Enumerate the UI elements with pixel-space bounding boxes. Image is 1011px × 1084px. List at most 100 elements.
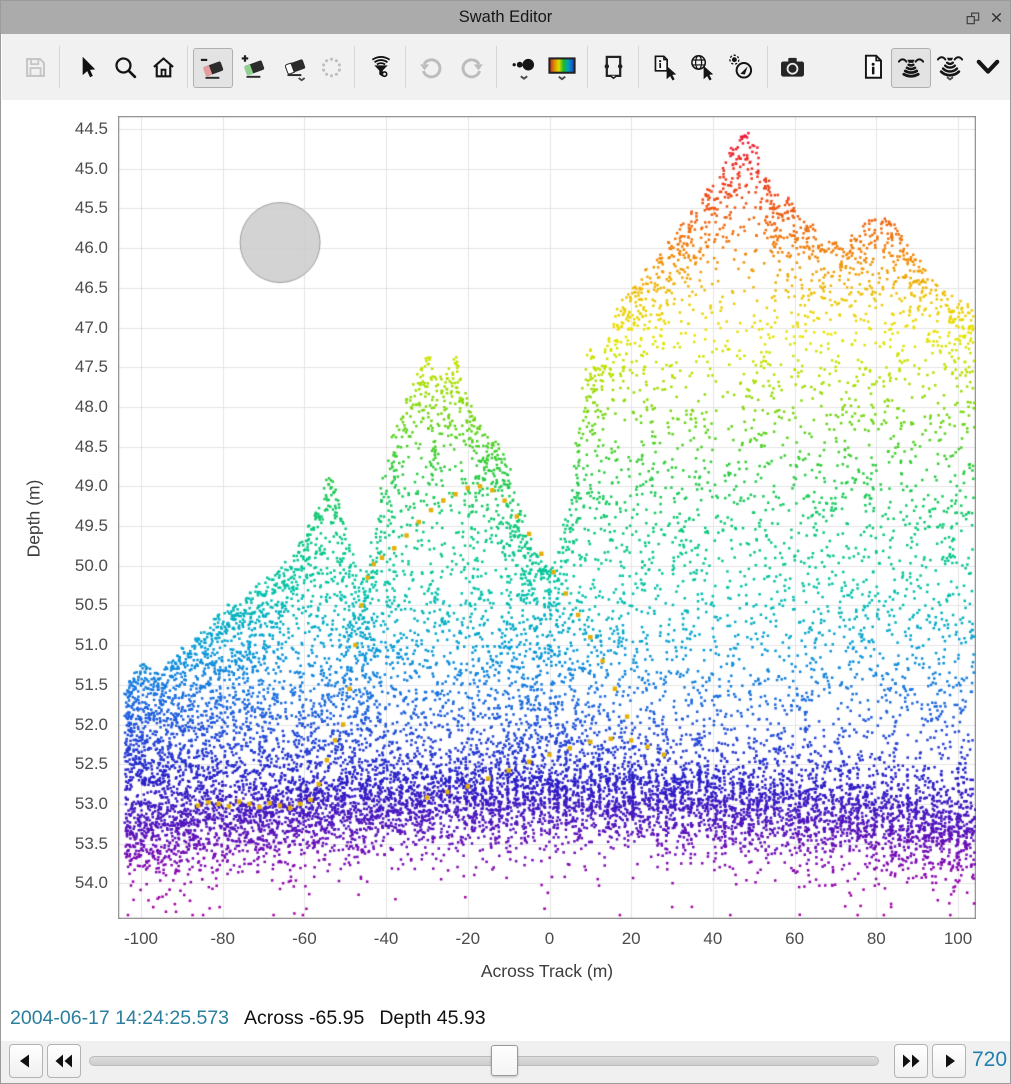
x-tick-label: -80 [210, 929, 235, 948]
y-tick-label: 50.5 [74, 595, 108, 615]
x-tick-label: 100 [943, 929, 973, 948]
colormap-button[interactable] [543, 48, 581, 86]
toolbar [2, 34, 1010, 100]
x-tick-label: -60 [292, 929, 317, 948]
point-size-icon [512, 58, 535, 80]
step-forward-button[interactable] [932, 1044, 966, 1078]
y-tick-label: 53.0 [74, 793, 108, 813]
cursor-across-readout: Across -65.95 [244, 1006, 365, 1029]
y-tick-label: 46.0 [74, 238, 108, 258]
select-cursor-button[interactable] [68, 48, 106, 86]
save-icon [25, 57, 45, 77]
ping-slider [89, 1044, 879, 1078]
x-tick-label: 80 [866, 929, 886, 948]
save-button[interactable] [16, 48, 54, 86]
step-back-button[interactable] [9, 1044, 43, 1078]
y-tick-label: 49.5 [74, 516, 108, 535]
y-tick-label: 48.0 [74, 396, 108, 416]
subset-rect-icon [604, 55, 622, 79]
x-tick-label: 60 [785, 929, 805, 948]
y-tick-label: 49.0 [74, 476, 108, 496]
swath-filter-button[interactable] [362, 48, 400, 86]
y-tick-label: 45.0 [74, 158, 108, 178]
cursor-depth-readout: Depth 45.93 [379, 1006, 486, 1029]
x-tick-label: 20 [621, 929, 641, 948]
camera-icon [780, 57, 804, 77]
multi-swath-view-button[interactable] [931, 48, 969, 86]
y-tick-label: 52.5 [74, 754, 108, 774]
erase-plain-button[interactable] [276, 48, 314, 86]
y-tick-label: 44.5 [74, 119, 108, 138]
y-tick-label: 48.5 [74, 436, 108, 456]
step-back-icon [20, 1054, 29, 1068]
x-tick-label: -40 [373, 929, 399, 948]
window-title: Swath Editor [458, 8, 553, 26]
y-tick-label: 51.0 [74, 635, 108, 655]
status-bar: 2004-06-17 14:24:25.573 Across -65.95 De… [10, 1002, 486, 1034]
fast-forward-icon [903, 1054, 920, 1068]
fast-forward-button[interactable] [894, 1044, 928, 1078]
home-icon [152, 56, 174, 77]
ping-info-button[interactable] [855, 48, 893, 86]
ping-timestamp: 2004-06-17 14:24:25.573 [10, 1006, 230, 1029]
magnifier-icon [114, 56, 136, 78]
zoom-button[interactable] [106, 48, 144, 86]
x-tick-label: 0 [544, 929, 555, 948]
x-tick-label: 40 [703, 929, 723, 948]
ping-navigation-bar: 720 [1, 1041, 1010, 1083]
dotted-circle-icon [321, 57, 341, 77]
undo-icon [420, 58, 442, 79]
y-tick-label: 54.0 [74, 873, 108, 893]
single-swath-icon [897, 58, 925, 78]
x-axis-title: Across Track (m) [480, 961, 614, 981]
plot-panel: 44.5 45.0 45.5 46.0 46.5 47.0 47.5 48.0 48.5 49.0… [2, 100, 1010, 998]
erase-reject-button[interactable] [193, 48, 233, 88]
compass-dot-icon [728, 54, 752, 79]
eraser-minus-icon [200, 58, 224, 79]
colormap-icon [548, 57, 576, 81]
eraser-plus-icon [241, 55, 265, 78]
cursor-arrow-icon [82, 56, 96, 78]
erase-accept-button[interactable] [235, 48, 273, 86]
float-window-icon[interactable] [964, 10, 980, 26]
subset-bounds-button[interactable] [594, 48, 632, 86]
home-view-button[interactable] [144, 48, 182, 86]
ping-number: 720 [972, 1048, 1008, 1071]
eraser-icon [284, 59, 306, 82]
filter-funnel-icon [371, 56, 391, 78]
y-axis-title: Depth (m) [23, 479, 44, 558]
y-tick-label: 51.5 [74, 674, 108, 694]
redo-icon [461, 58, 483, 79]
undo-button[interactable] [413, 48, 451, 86]
y-tick-label: 46.5 [74, 277, 108, 297]
y-tick-label: 47.0 [74, 317, 108, 337]
single-swath-view-button[interactable] [891, 48, 931, 88]
step-forward-icon [946, 1054, 955, 1068]
fast-back-button[interactable] [47, 1044, 81, 1078]
y-tick-label: 52.0 [74, 714, 108, 734]
fast-back-icon [55, 1054, 72, 1068]
swath-point-cloud-canvas[interactable] [118, 116, 976, 919]
x-tick-label: -100 [123, 929, 159, 948]
y-tick-label: 45.5 [74, 198, 108, 218]
locate-ping-button[interactable] [721, 48, 759, 86]
geo-pick-button[interactable] [683, 48, 721, 86]
info-document-icon [864, 54, 882, 79]
x-tick-label: -20 [455, 929, 481, 948]
brush-circle-button[interactable] [312, 48, 350, 86]
y-tick-label: 53.5 [74, 833, 108, 853]
y-tick-label: 50.0 [74, 555, 108, 575]
document-info-pointer-icon [654, 55, 676, 80]
snapshot-button[interactable] [773, 48, 811, 86]
close-icon[interactable] [988, 10, 1004, 26]
more-tools-button[interactable] [969, 48, 1007, 86]
multi-swath-icon [936, 56, 964, 81]
ping-slider-handle[interactable] [491, 1045, 518, 1076]
point-size-button[interactable] [505, 48, 543, 86]
title-bar[interactable]: Swath Editor [1, 1, 1010, 34]
redo-button[interactable] [452, 48, 490, 86]
y-tick-label: 47.5 [74, 357, 108, 377]
ping-slider-track[interactable] [89, 1056, 879, 1066]
info-pick-button[interactable] [646, 48, 684, 86]
